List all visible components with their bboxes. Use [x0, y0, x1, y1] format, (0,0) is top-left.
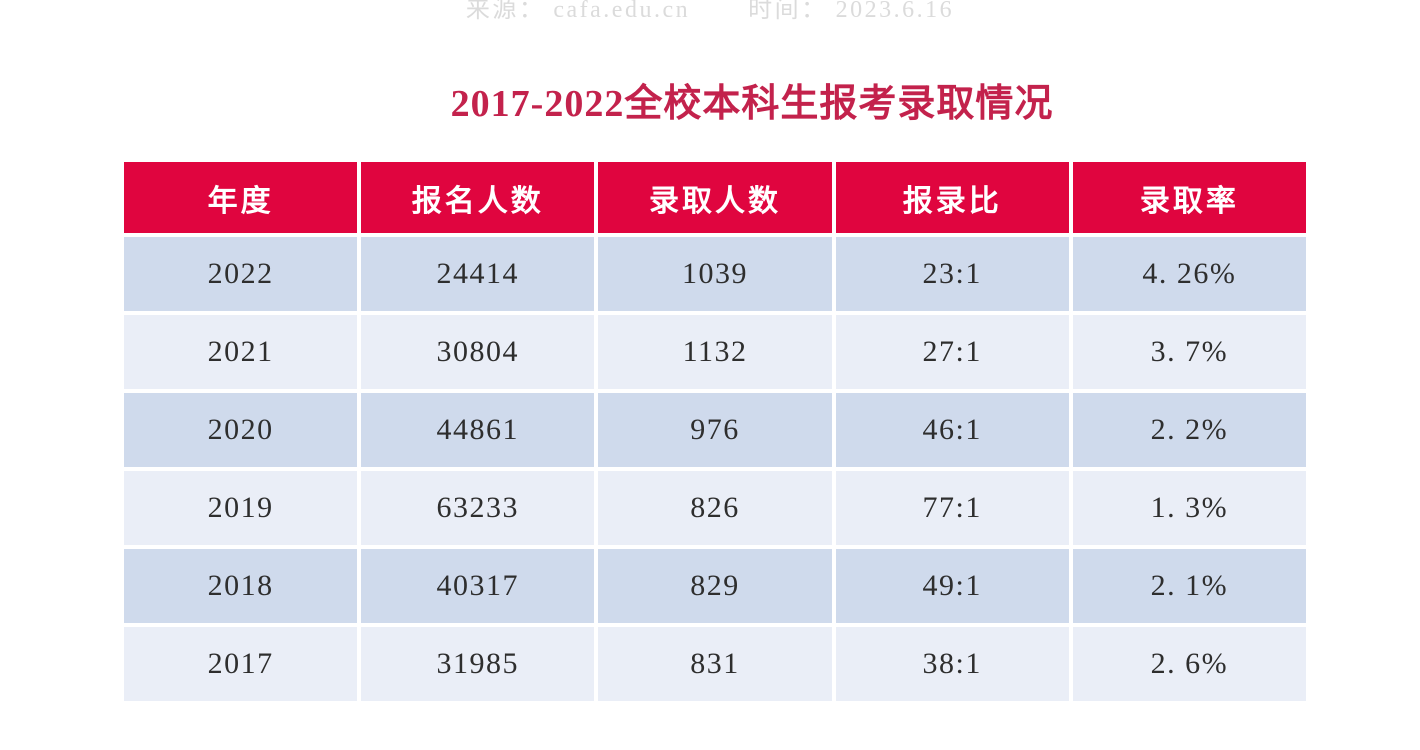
cell-ratio: 49:1	[835, 549, 1069, 623]
cell-ratio: 77:1	[835, 471, 1069, 545]
cell-year: 2019	[124, 471, 358, 545]
cell-applicants: 44861	[361, 393, 595, 467]
cell-year: 2022	[124, 237, 358, 311]
cell-rate: 3. 7%	[1072, 315, 1307, 389]
source-label: 来源：	[465, 0, 546, 23]
cell-applicants: 24414	[361, 237, 595, 311]
header-cell-admitted: 录取人数	[598, 162, 832, 233]
cell-admitted: 831	[598, 627, 832, 701]
cell-rate: 4. 26%	[1072, 237, 1307, 311]
cell-year: 2020	[124, 393, 358, 467]
time-value: 2023.6.16	[835, 0, 955, 23]
cell-admitted: 829	[598, 549, 832, 623]
admission-table: 年度 报名人数 录取人数 报录比 录取率 2022 24414 1039 23:…	[124, 162, 1307, 701]
header-cell-ratio: 报录比	[835, 162, 1069, 233]
table-row-2019: 2019 63233 826 77:1 1. 3%	[124, 471, 1307, 545]
table-row-2022: 2022 24414 1039 23:1 4. 26%	[124, 237, 1307, 311]
cell-applicants: 31985	[361, 627, 595, 701]
table-row-2018: 2018 40317 829 49:1 2. 1%	[124, 549, 1307, 623]
cell-rate: 2. 6%	[1072, 627, 1307, 701]
cell-applicants: 63233	[361, 471, 595, 545]
cell-ratio: 23:1	[835, 237, 1069, 311]
time-label: 时间：	[748, 0, 828, 23]
cell-year: 2017	[124, 627, 358, 701]
cell-applicants: 30804	[361, 315, 595, 389]
cell-admitted: 826	[598, 471, 832, 545]
table-row-2021: 2021 30804 1132 27:1 3. 7%	[124, 315, 1307, 389]
cell-rate: 2. 2%	[1072, 393, 1307, 467]
cell-rate: 2. 1%	[1072, 549, 1307, 623]
cell-ratio: 46:1	[835, 393, 1069, 467]
page-title: 2017-2022全校本科生报考录取情况	[450, 83, 1054, 125]
cell-ratio: 38:1	[835, 627, 1069, 701]
cell-applicants: 40317	[361, 549, 595, 623]
cell-admitted: 976	[598, 393, 832, 467]
cell-admitted: 1132	[598, 315, 832, 389]
header-cell-rate: 录取率	[1072, 162, 1307, 233]
header-cell-year: 年度	[124, 162, 358, 233]
article-meta-line: 来源： cafa.edu.cn 时间： 2023.6.16	[0, 0, 1420, 24]
table-row-2020: 2020 44861 976 46:1 2. 2%	[124, 393, 1307, 467]
cell-year: 2018	[124, 549, 358, 623]
table-row-2017: 2017 31985 831 38:1 2. 6%	[124, 627, 1307, 701]
source-value: cafa.edu.cn	[553, 0, 691, 23]
cell-year: 2021	[124, 315, 358, 389]
table-header-row: 年度 报名人数 录取人数 报录比 录取率	[124, 162, 1307, 233]
cell-rate: 1. 3%	[1072, 471, 1307, 545]
cell-admitted: 1039	[598, 237, 832, 311]
cell-ratio: 27:1	[835, 315, 1069, 389]
header-cell-applicants: 报名人数	[361, 162, 595, 233]
